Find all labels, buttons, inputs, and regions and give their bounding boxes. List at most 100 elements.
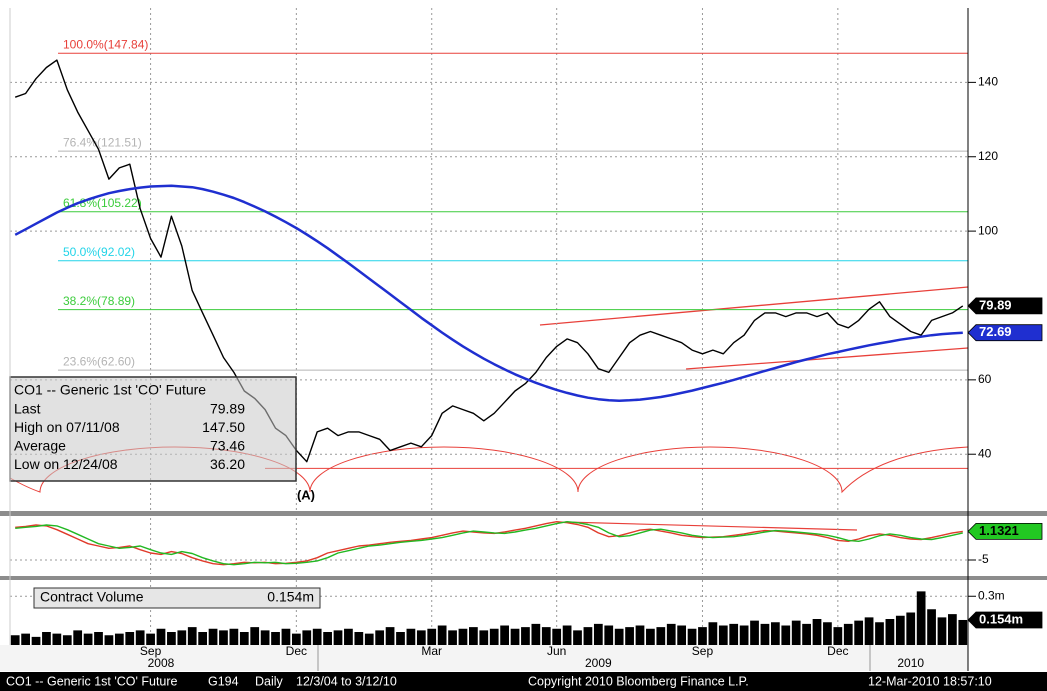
info-label: High on 07/11/08 xyxy=(14,419,120,435)
volume-bar xyxy=(833,627,843,645)
volume-bar xyxy=(479,630,489,645)
footer-text: Daily xyxy=(255,674,284,688)
volume-bar xyxy=(125,632,135,645)
volume-bar xyxy=(62,635,72,645)
volume-bar xyxy=(344,628,353,645)
info-value: 147.50 xyxy=(202,419,245,435)
volume-bar xyxy=(333,630,343,645)
volume-bar xyxy=(760,623,770,645)
level-label: 23.6%(62.60) xyxy=(63,354,135,368)
y-tick-label: -5 xyxy=(978,552,989,566)
x-tick-label: Dec xyxy=(286,644,307,658)
volume-bar xyxy=(177,630,187,645)
volume-bar xyxy=(396,632,405,645)
volume-bar xyxy=(916,591,926,645)
value-tag-label: 72.69 xyxy=(979,324,1012,339)
volume-bar xyxy=(427,628,437,645)
y-tick-label: 0.3m xyxy=(978,588,1005,602)
level-label: 100.0%(147.84) xyxy=(63,37,148,51)
value-tag-label: 0.154m xyxy=(979,611,1023,626)
volume-bar xyxy=(458,628,468,645)
level-label: 76.4%(121.51) xyxy=(63,135,142,149)
volume-bar xyxy=(583,627,593,645)
volume-bar xyxy=(135,630,145,645)
x-year-label: 2010 xyxy=(897,656,924,670)
volume-bar xyxy=(208,628,218,645)
separator xyxy=(0,576,1047,580)
x-tick-label: Mar xyxy=(421,644,442,658)
volume-bar xyxy=(718,625,728,645)
volume-bar xyxy=(364,633,374,645)
footer-text: 12-Mar-2010 18:57:10 xyxy=(868,674,992,688)
value-tag-label: 1.1321 xyxy=(979,523,1019,538)
volume-bar xyxy=(521,627,530,645)
volume-bar xyxy=(187,627,197,645)
volume-bar xyxy=(854,620,864,645)
volume-bar xyxy=(239,632,249,645)
volume-bar xyxy=(770,622,780,645)
volume-bar xyxy=(864,617,874,645)
x-year-label: 2009 xyxy=(585,656,612,670)
x-tick-label: Sep xyxy=(692,644,714,658)
trend-line xyxy=(685,347,969,370)
volume-bar xyxy=(500,625,509,645)
volume-bar xyxy=(469,627,478,645)
volume-bar xyxy=(823,622,832,645)
volume-bar xyxy=(73,630,83,645)
volume-bar xyxy=(958,619,968,645)
volume-bar xyxy=(104,635,114,645)
volume-bar xyxy=(948,614,957,645)
volume-bar xyxy=(489,628,499,645)
volume-bar xyxy=(552,628,562,645)
x-axis-band xyxy=(0,645,968,671)
volume-bar xyxy=(52,633,62,645)
volume-bar xyxy=(927,609,936,645)
volume-bar xyxy=(677,625,687,645)
info-label: Average xyxy=(14,438,66,454)
volume-bar xyxy=(114,633,124,645)
level-label: 38.2%(78.89) xyxy=(63,294,135,308)
info-value: 36.20 xyxy=(210,456,245,472)
volume-bar xyxy=(250,627,260,645)
series-line xyxy=(14,184,963,402)
volume-bar xyxy=(593,623,603,645)
volume-bar xyxy=(146,633,155,645)
value-tag-label: 79.89 xyxy=(979,297,1012,312)
volume-bar xyxy=(698,627,707,645)
volume-bar xyxy=(812,619,822,645)
info-label: Last xyxy=(14,401,41,417)
volume-bar xyxy=(562,625,572,645)
plot-layer: Sep Dec Mar Jun Sep Dec 2008 2009 2010 40 60 100 120… xyxy=(9,8,1043,670)
volume-bar xyxy=(42,632,51,645)
separator xyxy=(0,511,1047,516)
level-label: 61.8%(105.22) xyxy=(63,196,142,210)
volume-bar xyxy=(291,633,301,645)
volume-bar xyxy=(646,628,655,645)
volume-bar xyxy=(323,632,332,645)
volume-bar xyxy=(198,632,208,645)
volume-bar xyxy=(375,630,385,645)
volume-last: 0.154m xyxy=(267,589,314,605)
volume-bar xyxy=(541,627,551,645)
info-value: 79.89 xyxy=(210,401,245,417)
series-line xyxy=(15,521,963,566)
value-tag xyxy=(967,611,1043,629)
x-tick-label: Jun xyxy=(547,644,566,658)
volume-bar xyxy=(739,625,749,645)
volume-bar xyxy=(875,622,884,645)
volume-bar xyxy=(406,628,416,645)
footer-text: CO1 -- Generic 1st 'CO' Future xyxy=(6,674,178,688)
volume-bar xyxy=(416,630,426,645)
volume-bar xyxy=(666,623,676,645)
volume-bar xyxy=(10,635,20,645)
volume-box xyxy=(33,587,321,609)
volume-bar xyxy=(312,628,322,645)
annotation: (A) xyxy=(297,487,315,502)
volume-bar xyxy=(791,620,801,645)
volume-bar xyxy=(687,628,697,645)
volume-bar xyxy=(885,619,895,645)
value-tag xyxy=(967,522,1043,540)
footer-bar xyxy=(0,672,1047,691)
